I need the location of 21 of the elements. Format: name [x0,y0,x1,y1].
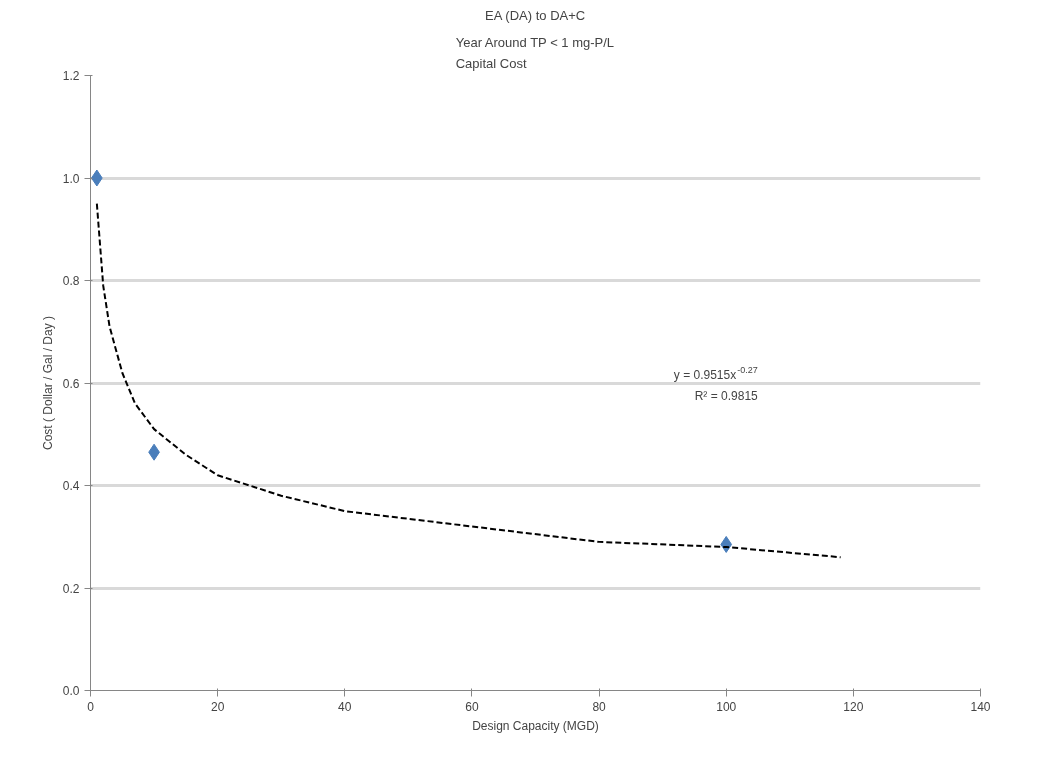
y-tick-label: 0.4 [62,479,80,493]
y-tick-label: 1.0 [62,171,80,186]
x-tick-label: 20 [210,699,225,714]
x-tick-label: 80 [592,699,607,714]
x-tick-label: 140 [970,699,991,714]
x-tick-label: 120 [843,699,864,714]
chart-title: EA (DA) to DA+C [485,7,586,23]
y-axis-title: Cost ( Dollar / Gal / Day ) [40,315,55,451]
x-axis-title: Design Capacity (MGD) [472,718,599,733]
y-tick-label: 0.0 [62,684,80,698]
y-tick-label: 0.8 [62,274,80,288]
x-tick-label: 40 [338,699,352,714]
annotation: R² = 0.9815 [694,388,759,403]
x-tick-label: 60 [465,699,479,714]
x-tick-label: 0 [87,699,95,714]
x-tick-label: 100 [716,699,737,714]
line-series [95,202,842,559]
chart-subtitle: Year Around TP < 1 mg-P/L Capital Cost [455,34,615,71]
y-tick-label: 0.2 [62,581,80,596]
y-tick-label: 1.2 [62,69,80,83]
y-tick-label: 0.6 [62,376,80,391]
